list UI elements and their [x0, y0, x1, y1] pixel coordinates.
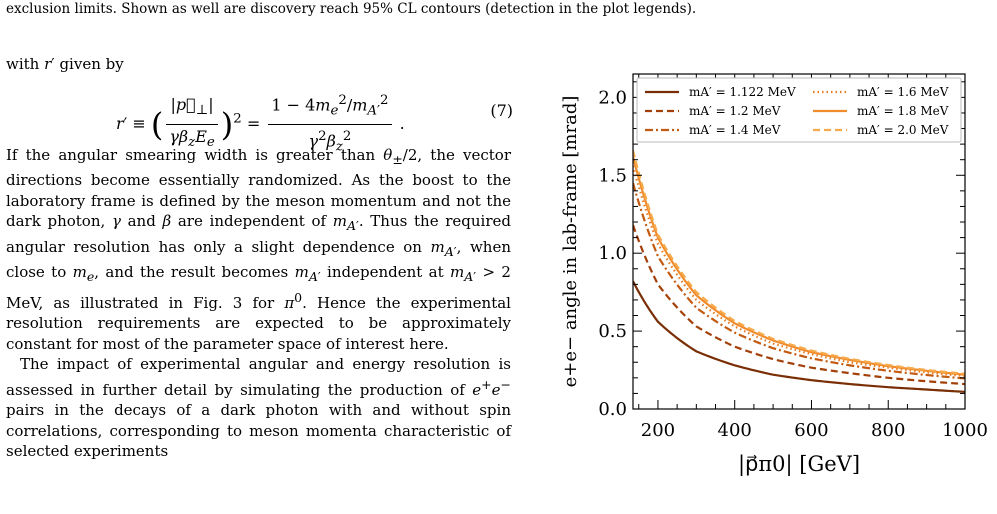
x-tick-label: 600 [794, 420, 828, 441]
legend-entry: mA′ = 1.2 MeV [689, 104, 781, 118]
legend-entry: mA′ = 2.0 MeV [857, 123, 949, 137]
equation-7: r′ ≡ (|p⃗⊥| γβzEe)2 = 1 − 4me2/mA′2 γ2βz2 … [6, 83, 513, 155]
legend-entry: mA′ = 1.122 MeV [689, 85, 796, 99]
x-axis-label: |p⃗π0| [GeV] [738, 452, 860, 477]
series-line-3 [633, 165, 965, 378]
text-column: with r′ given by r′ ≡ (|p⃗⊥| γβzEe)2 = 1 … [6, 54, 513, 462]
legend-box [636, 77, 962, 143]
y-tick-label: 2.0 [598, 87, 627, 108]
y-tick-label: 1.5 [598, 165, 627, 186]
figure-3: 200 400 600 800 1000 0.0 0.5 1.0 1.5 2.0 |p⃗π0| [G… [540, 50, 995, 510]
legend-entry: mA′ = 1.8 MeV [857, 104, 949, 118]
series-line-5 [633, 150, 965, 375]
x-tick-label: 200 [641, 420, 675, 441]
x-tick-label: 1000 [942, 420, 988, 441]
figure-caption: exclusion limits. Shown as well are disc… [6, 1, 697, 17]
x-tick-label: 400 [718, 420, 752, 441]
angle-vs-momentum-chart: 200 400 600 800 1000 0.0 0.5 1.0 1.5 2.0 |p⃗π0| [G… [560, 73, 988, 477]
equation-number: (7) [490, 100, 513, 120]
y-tick-label: 1.0 [598, 243, 627, 264]
x-tick-label: 800 [871, 420, 905, 441]
equation-body: r′ ≡ (|p⃗⊥| γβzEe)2 = 1 − 4me2/mA′2 γ2βz2 … [116, 92, 405, 155]
series-line-1 [633, 224, 965, 386]
y-tick-label: 0.0 [598, 399, 627, 420]
paragraph-1: If the angular smearing width is greater… [6, 145, 512, 353]
y-axis-label: e+e− angle in lab-frame [mrad] [560, 96, 581, 388]
paragraph-2: The impact of experimental angular and e… [6, 355, 511, 460]
plot-frame [632, 73, 966, 410]
legend-entry: mA′ = 1.6 MeV [857, 85, 949, 99]
intro-text: with r′ given by [6, 55, 124, 73]
series-line-0 [633, 280, 965, 393]
legend-entry: mA′ = 1.4 MeV [689, 123, 781, 137]
y-tick-label: 0.5 [598, 321, 627, 342]
